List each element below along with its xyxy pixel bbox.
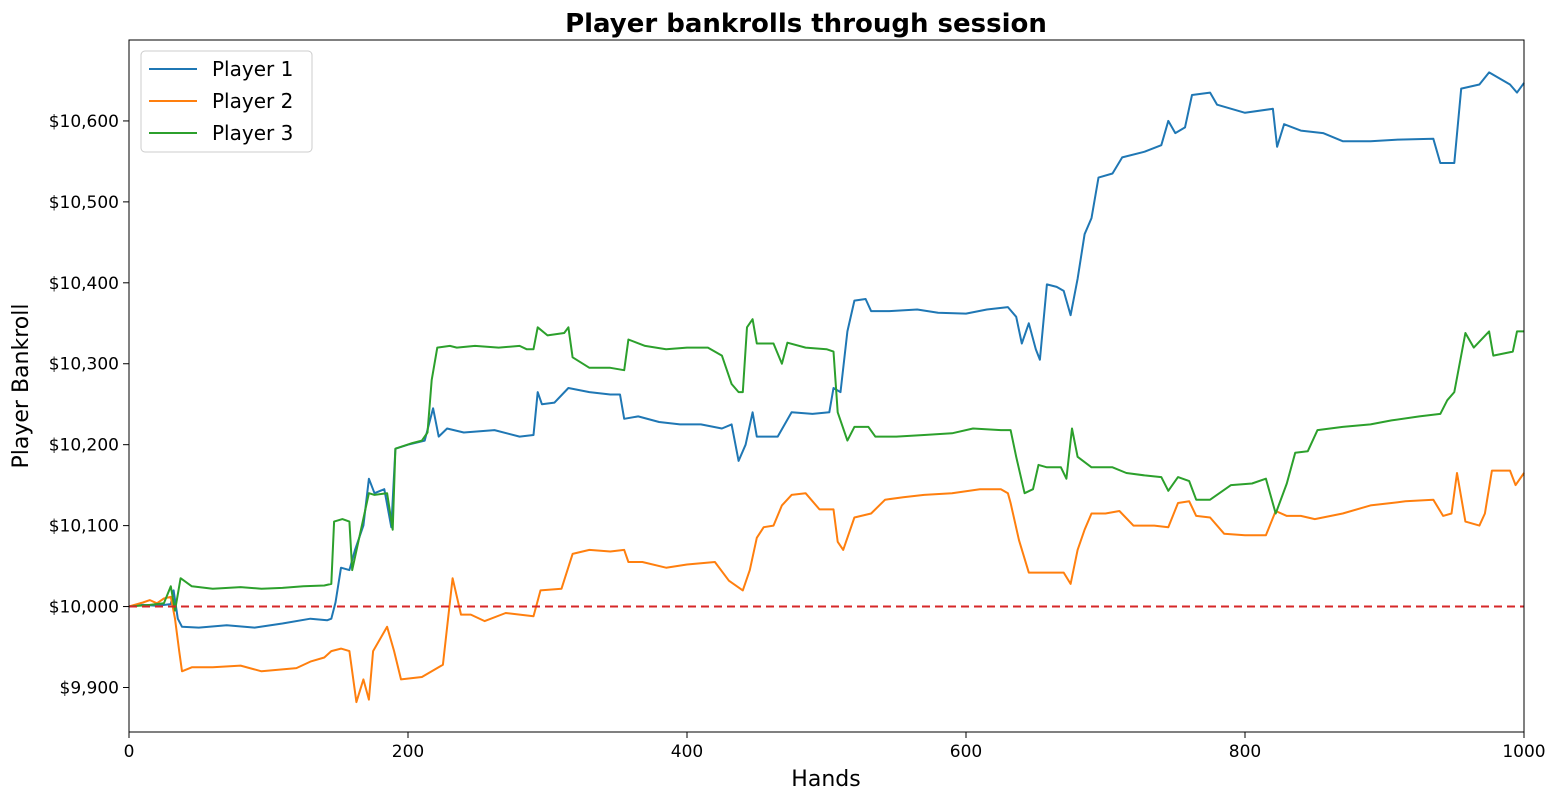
legend: Player 1 Player 2 Player 3 bbox=[140, 50, 313, 153]
x-axis-label: Hands bbox=[791, 767, 860, 792]
y-tick-label: $10,400 bbox=[49, 274, 119, 294]
series-line-player-2 bbox=[128, 469, 1525, 704]
series-lines bbox=[128, 71, 1525, 704]
y-tick-label: $10,300 bbox=[49, 355, 119, 375]
y-tick-label: $10,200 bbox=[49, 436, 119, 456]
x-tick-label: 1000 bbox=[1502, 742, 1545, 762]
series-line-player-1 bbox=[128, 71, 1525, 629]
legend-label-player-3: Player 3 bbox=[212, 121, 293, 145]
legend-box bbox=[140, 50, 313, 153]
legend-label-player-2: Player 2 bbox=[212, 89, 293, 113]
x-tick-label: 200 bbox=[392, 742, 424, 762]
y-tick-label: $10,000 bbox=[49, 598, 119, 618]
x-tick-label: 600 bbox=[950, 742, 982, 762]
series-line-player-3 bbox=[128, 318, 1524, 612]
y-tick-label: $10,100 bbox=[49, 517, 119, 537]
y-axis-ticks: $9,900 $10,000 $10,100 $10,200 $10,300 $10,40… bbox=[49, 112, 129, 698]
chart-title: Player bankrolls through session bbox=[565, 9, 1047, 39]
legend-label-player-1: Player 1 bbox=[212, 57, 293, 81]
plot-frame bbox=[128, 39, 1525, 733]
y-tick-label: $10,600 bbox=[49, 112, 119, 132]
y-tick-label: $10,500 bbox=[49, 193, 119, 213]
plot-area bbox=[129, 40, 1524, 732]
y-axis-label: Player Bankroll bbox=[9, 304, 34, 469]
x-tick-label: 400 bbox=[671, 742, 703, 762]
y-tick-label: $9,900 bbox=[60, 678, 119, 698]
x-tick-label: 0 bbox=[124, 742, 135, 762]
x-tick-label: 800 bbox=[1229, 742, 1261, 762]
x-axis-ticks: 0 200 400 600 800 1000 bbox=[124, 732, 1546, 762]
